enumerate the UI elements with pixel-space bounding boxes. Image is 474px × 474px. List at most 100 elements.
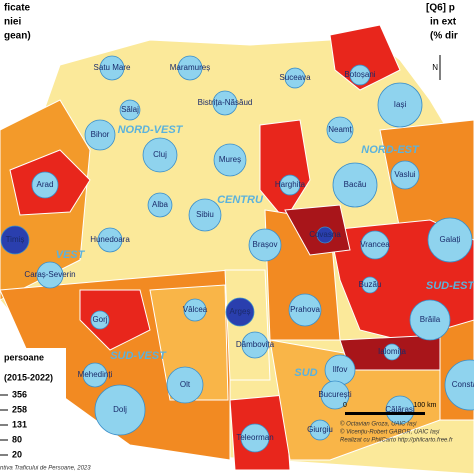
county-label: Cluj [153,150,167,159]
title-left: ficate [4,3,31,14]
legend-box [0,348,66,474]
county-label: Teleorman [236,433,273,442]
county-label: Vrancea [360,240,390,249]
county-circle [84,119,116,151]
legend-value: 131 [12,419,27,429]
county-circle [241,331,269,359]
county-circle [288,293,322,327]
region-label: SUD [294,367,317,379]
county-circle [142,137,178,173]
credit: Realizat cu PhilCarto http://philcarto.f… [340,438,454,444]
county-label: Constanța [452,380,474,389]
region-label: SUD-VEST [110,350,167,362]
county-label: București [318,390,352,399]
county-circle [31,171,59,199]
county-circle [383,343,401,361]
region-label: NORD-EST [361,144,420,156]
region-fill [284,204,351,256]
county-circle [90,310,110,330]
county-circle [284,67,306,89]
county-label: Prahova [290,305,320,314]
county-label: Satu Mare [94,63,131,72]
county-label: Mehedinți [78,370,113,379]
county-circle [248,228,282,262]
title-right: in ext [430,17,457,28]
region-fill [79,289,151,351]
county-circle [0,225,30,255]
county-label: Alba [152,200,169,209]
region-labels: NORD-VEST CENTRU NORD-EST VEST SUD-EST S… [56,124,474,379]
region-fill [224,269,271,381]
legend-value: 356 [12,389,27,399]
county-circle [390,160,420,190]
county-label: Mureș [219,155,241,164]
county-label: Neamț [328,125,352,134]
county-label: Hunedoara [90,235,130,244]
scale-line [345,412,425,415]
county-circle [309,419,331,441]
credit: © Octavian Groza, UAIC Iași [340,421,417,428]
county-label: Harghita [275,180,306,189]
region-fill [149,284,229,401]
county-label: Brașov [253,240,278,249]
county-circle [385,395,415,425]
county-circle [119,99,141,121]
county-circle [166,366,204,404]
county-label: Ialomița [378,347,407,356]
north-arrow: N [432,55,441,80]
scale-bar: 0 100 km [343,402,437,415]
title-left: gean) [4,31,31,42]
county-label: Iași [394,100,407,109]
credit: ntiva Traficului de Persoane, 2023 [0,466,91,472]
legend-title: persoane [4,352,44,362]
county-label: Călărași [385,405,415,414]
county-label: Giurgiu [307,425,333,434]
title-box [0,0,52,40]
county-label: Argeș [230,307,251,316]
county-label: Arad [37,180,54,189]
county-circle [188,198,222,232]
county-circle [212,90,238,116]
county-circle [320,380,350,410]
region-fill [379,119,474,241]
county-label: Buzău [359,280,382,289]
county-label: Bistrița-Năsăud [198,98,253,107]
county-label: Sibiu [196,210,214,219]
region-label: SUD-EST [426,280,474,292]
county-circle [409,299,451,341]
county-circle [147,192,173,218]
title-right: [Q6] p [426,3,455,14]
legend-value: 20 [12,449,22,459]
county-circle [332,162,378,208]
county-label: Brăila [420,315,441,324]
region-label: VEST [56,249,86,261]
county-circle [82,362,108,388]
county-circle [177,55,203,81]
county-label: Maramureș [170,63,210,72]
county-label: Galați [440,235,461,244]
scale-label: 0 [343,402,347,409]
county-label: Bihor [91,130,110,139]
county-label: Botoșani [344,70,375,79]
county-circle [99,55,125,81]
legend-value: 258 [12,404,27,414]
county-circle [427,217,473,263]
region-label: NORD-VEST [118,124,184,136]
county-circle [94,384,146,436]
county-label: Dolj [113,405,127,414]
county-circle [97,227,123,253]
county-circle [240,423,270,453]
county-label: Sălaj [121,105,139,114]
scale-label: 100 km [414,402,437,409]
north-label: N [432,63,438,72]
county-circle [377,82,423,128]
county-circle [360,230,390,260]
credit: © Vicențiu-Robert GABOR, UAIC Iași [340,429,440,436]
county-label: Dâmbovița [236,340,275,349]
county-circle [326,116,354,144]
county-circle [349,64,371,86]
county-circle [361,276,379,294]
county-label: Vâlcea [183,305,208,314]
region-fill [259,119,311,221]
